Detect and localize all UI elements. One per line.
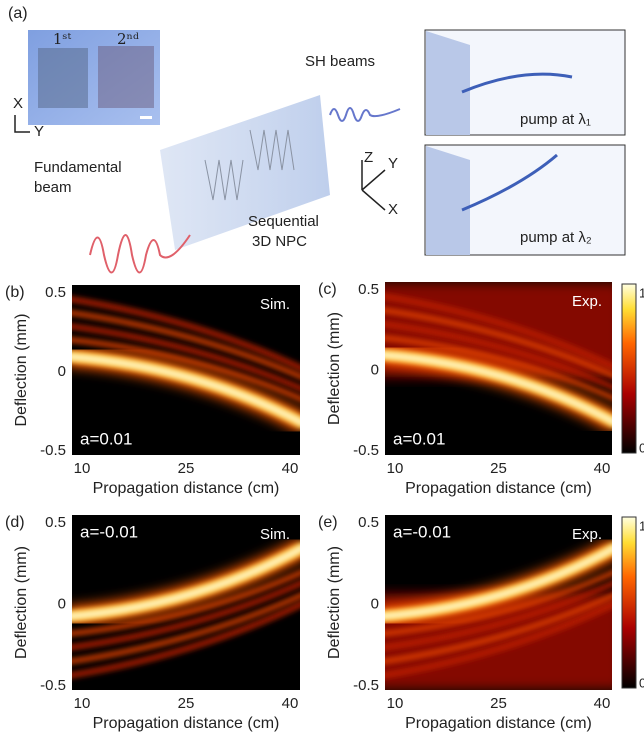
x-tick-label: 25 [490,460,507,477]
annotation: beam [34,179,72,196]
axis-label: Z [364,149,373,166]
annotation: Sequential [248,213,319,230]
x-tick-label: 40 [594,695,611,712]
inset-crystal [426,31,470,135]
colorbar-label: 1 [639,285,644,300]
axis-label: Y [388,155,398,172]
x-axis-label: Propagation distance (cm) [93,715,280,732]
annotation: Fundamental [34,159,122,176]
y-tick-label: 0.5 [45,514,66,531]
x-tick-label: 40 [594,460,611,477]
x-tick-label: 25 [178,460,195,477]
x-axis-label: Propagation distance (cm) [405,715,592,732]
y-tick-label: 0 [371,361,379,378]
param: a=0.01 [80,429,132,448]
axis-label: Y [34,123,44,140]
y-tick-label: -0.5 [353,442,379,459]
annotation: 3D NPC [252,233,307,250]
annotation: SH beams [305,53,375,70]
colorbar [622,284,636,453]
colorbar-label: 1 [639,518,644,533]
y-axis-label: Deflection (mm) [326,312,343,425]
panel-label: (b) [5,284,25,301]
panel-label: (c) [318,281,337,298]
x-tick-label: 10 [387,460,404,477]
micro-label: 2ⁿᵈ [117,30,139,48]
param: a=-0.01 [393,522,451,541]
tag: Sim. [260,296,290,313]
y-tick-label: -0.5 [40,677,66,694]
tag: Sim. [260,526,290,543]
x-tick-label: 10 [74,695,91,712]
crystal-1 [38,48,88,108]
tag: Exp. [572,293,602,310]
tag: Exp. [572,526,602,543]
colorbar-label: 0 [639,440,644,455]
y-tick-label: 0.5 [358,514,379,531]
scale-bar [140,116,152,119]
y-tick-label: 0 [58,363,66,380]
y-tick-label: -0.5 [353,677,379,694]
param: a=0.01 [393,429,445,448]
x-tick-label: 10 [387,695,404,712]
y-tick-label: 0.5 [358,281,379,298]
panel-label: (e) [318,514,338,531]
param: a=-0.01 [80,522,138,541]
x-tick-label: 25 [490,695,507,712]
y-tick-label: -0.5 [40,442,66,459]
panel-label: (a) [8,5,28,22]
sh-wave [330,108,400,121]
x-tick-label: 40 [282,695,299,712]
inset-crystal [426,146,470,255]
y-axis-label: Deflection (mm) [326,546,343,659]
inset-caption: pump at λ₁ [520,111,591,128]
x-axis-label: Propagation distance (cm) [93,480,280,497]
x-tick-label: 25 [178,695,195,712]
y-tick-label: 0 [58,595,66,612]
axis-arrows [15,115,30,132]
x-tick-label: 40 [282,460,299,477]
y-axis-label: Deflection (mm) [13,546,30,659]
y-tick-label: 0.5 [45,284,66,301]
axis-label: X [388,201,398,218]
crystal-2 [98,46,154,108]
colorbar [622,517,636,688]
inset-caption: pump at λ₂ [520,229,592,246]
x-tick-label: 10 [74,460,91,477]
y-axis-label: Deflection (mm) [13,314,30,427]
micro-label: 1ˢᵗ [53,30,72,48]
figure: (a) 1ˢᵗ 2ⁿᵈ X Y SH beams Fundamental bea… [0,0,644,742]
axis-label: X [13,95,23,112]
y-tick-label: 0 [371,595,379,612]
panel-label: (d) [5,514,25,531]
colorbar-label: 0 [639,675,644,690]
x-axis-label: Propagation distance (cm) [405,480,592,497]
axis-arrows [362,160,385,210]
